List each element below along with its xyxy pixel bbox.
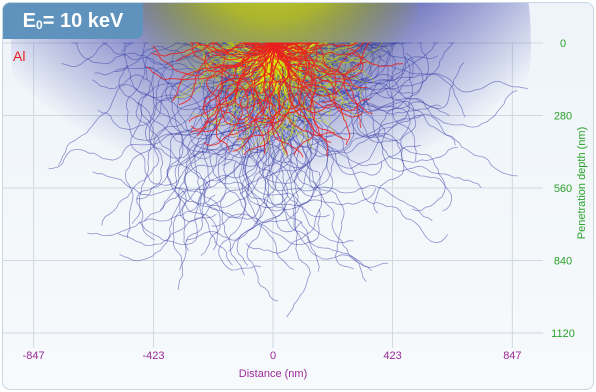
electron-trajectory xyxy=(71,42,274,65)
electron-trajectory xyxy=(272,42,455,96)
y-tick-label: 0 xyxy=(560,38,566,50)
energy-trajectory xyxy=(259,42,291,134)
y-tick-label: 280 xyxy=(554,111,572,123)
backscattered-trajectory xyxy=(263,42,317,129)
backscattered-trajectory xyxy=(272,42,301,50)
x-axis-ticks: -847 -423 0 423 847 xyxy=(23,350,522,362)
backscattered-trajectory xyxy=(272,42,367,97)
material-label: Al xyxy=(13,48,25,64)
y-tick-label: 1120 xyxy=(551,328,575,340)
x-tick-label: -847 xyxy=(23,350,45,362)
electron-trajectory xyxy=(135,42,273,188)
electron-trajectory xyxy=(92,42,292,137)
backscattered-trajectory xyxy=(193,42,277,52)
energy-trajectory xyxy=(271,42,375,84)
x-tick-label: 847 xyxy=(503,350,521,362)
backscattered-trajectory xyxy=(203,42,275,146)
backscattered-trajectory xyxy=(152,42,275,57)
x-axis-label: Distance (nm) xyxy=(239,368,307,380)
backscattered-trajectory xyxy=(270,42,337,114)
backscattered-trajectory xyxy=(272,43,373,114)
electron-trajectory xyxy=(179,42,282,271)
backscattered-trajectory xyxy=(260,42,337,104)
backscattered-trajectory xyxy=(151,42,273,77)
electron-trajectory xyxy=(275,42,334,198)
y-axis-label: Penetration depth (nm) xyxy=(576,127,588,240)
backscattered-trajectory xyxy=(210,42,275,67)
y-tick-label: 840 xyxy=(554,256,572,268)
backscattered-trajectory xyxy=(190,42,274,133)
backscattered-trajectory xyxy=(273,42,359,55)
backscattered-trajectory xyxy=(236,42,293,140)
x-tick-label: 0 xyxy=(270,350,276,362)
electron-trajectory xyxy=(138,42,271,246)
badge-base: E xyxy=(22,9,37,32)
x-tick-label: 423 xyxy=(383,350,401,362)
y-tick-label: 560 xyxy=(554,183,572,195)
y-axis-ticks: 0 280 560 840 1120 xyxy=(551,38,575,340)
backscattered-trajectory xyxy=(215,43,272,152)
x-tick-label: -423 xyxy=(142,350,164,362)
backscattered-trajectory xyxy=(218,42,279,106)
backscattered-trajectory xyxy=(236,42,300,129)
trajectory-cloud xyxy=(11,3,531,333)
backscattered-trajectory xyxy=(204,42,274,99)
electron-trajectory xyxy=(118,42,276,160)
monte-carlo-plot: -847 -423 0 423 847 0 280 560 840 1120 Al Distan… xyxy=(3,3,588,380)
backscattered-trajectory xyxy=(255,42,273,155)
badge-subscript: 0 xyxy=(36,18,43,32)
badge-rest: = 10 keV xyxy=(42,9,124,32)
backscattered-trajectory xyxy=(217,42,273,126)
electron-trajectory xyxy=(227,42,422,166)
electron-trajectory xyxy=(57,42,279,166)
backscattered-trajectory xyxy=(272,42,310,110)
backscattered-trajectory xyxy=(253,42,290,109)
trajectory-strands xyxy=(48,42,528,318)
backscattered-trajectory xyxy=(272,42,325,49)
energy-trajectory xyxy=(244,42,285,127)
backscattered-trajectory xyxy=(274,42,318,70)
backscattered-trajectory xyxy=(271,42,314,57)
